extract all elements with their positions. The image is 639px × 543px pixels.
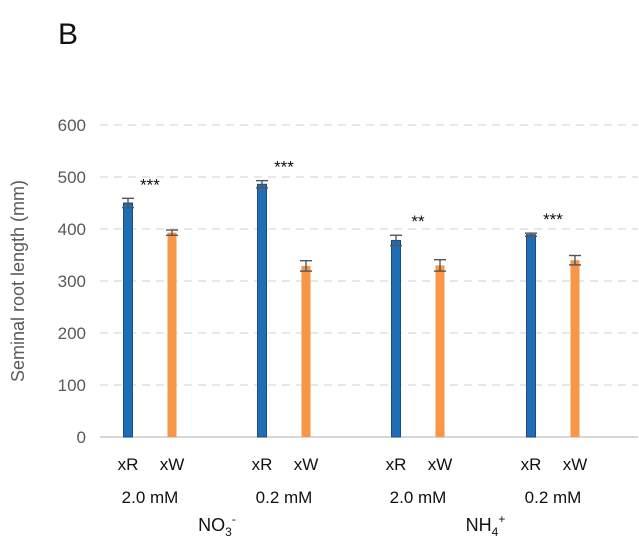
ion-superscript: -: [232, 512, 236, 526]
y-tick-label: 200: [58, 324, 86, 343]
concentration-label: 0.2 mM: [525, 488, 582, 507]
concentration-label: 2.0 mM: [122, 488, 179, 507]
concentration-label: 0.2 mM: [256, 488, 313, 507]
significance-marker: **: [411, 212, 425, 231]
y-tick-label: 500: [58, 168, 86, 187]
x-category-label: xW: [160, 455, 185, 474]
bar-xW: [570, 260, 580, 437]
bar-xW: [435, 265, 445, 437]
y-tick-label: 0: [77, 428, 86, 447]
x-category-label: xR: [252, 455, 273, 474]
concentration-label: 2.0 mM: [390, 488, 447, 507]
x-category-label: xR: [521, 455, 542, 474]
bar-xR: [526, 234, 536, 438]
x-category-label: xW: [294, 455, 319, 474]
y-tick-label: 600: [58, 116, 86, 135]
ion-superscript: +: [498, 512, 505, 526]
bar-xW: [301, 265, 311, 437]
x-category-label: xW: [428, 455, 453, 474]
significance-marker: ***: [140, 175, 160, 194]
y-tick-label: 100: [58, 376, 86, 395]
ion-base: NO: [198, 515, 225, 535]
panel-label: B: [58, 18, 78, 51]
bar-xR: [257, 183, 267, 438]
x-category-label: xW: [563, 455, 588, 474]
significance-marker: ***: [274, 158, 294, 177]
ion-subscript: 4: [492, 525, 499, 539]
x-category-label: xR: [118, 455, 139, 474]
bar-xR: [123, 202, 133, 438]
ion-base: NH: [466, 515, 492, 535]
bar-xW: [167, 232, 177, 437]
y-tick-label: 400: [58, 220, 86, 239]
bar-xR: [391, 239, 401, 438]
x-category-label: xR: [386, 455, 407, 474]
significance-marker: ***: [543, 210, 563, 229]
y-axis-label: Seminal root length (mm): [8, 180, 28, 382]
ion-subscript: 3: [225, 525, 232, 539]
ion-label: NH4+: [466, 512, 506, 539]
ion-label: NO3-: [198, 512, 236, 539]
y-tick-label: 300: [58, 272, 86, 291]
